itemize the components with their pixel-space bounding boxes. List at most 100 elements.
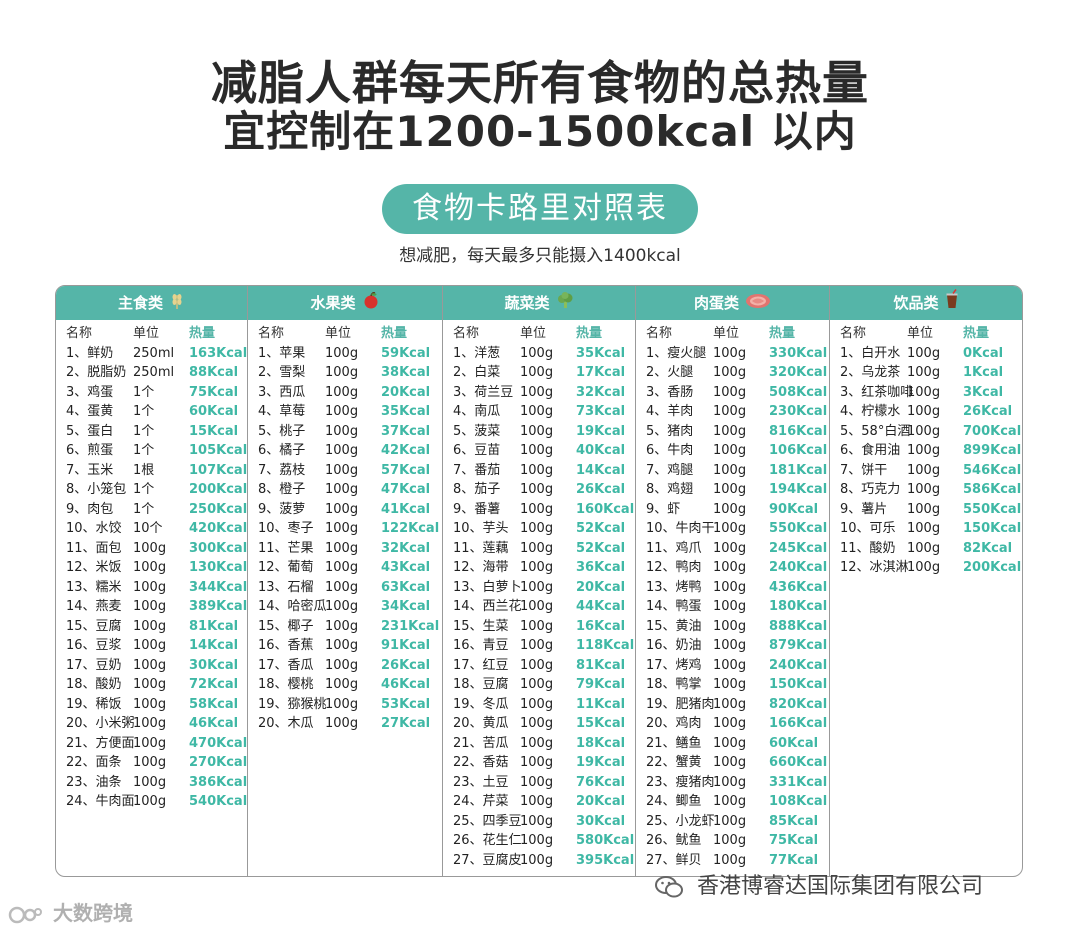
food-row: 17、香瓜 100g 26Kcal	[248, 656, 442, 676]
food-name: 10、牛肉干	[646, 521, 715, 536]
food-name: 2、火腿	[646, 365, 694, 380]
food-unit: 100g	[520, 560, 554, 575]
food-kcal: 107Kcal	[189, 462, 248, 478]
food-row: 1、洋葱 100g 35Kcal	[443, 344, 635, 364]
food-row: 1、鲜奶 250ml 163Kcal	[56, 344, 247, 364]
food-name: 10、水饺	[66, 521, 122, 536]
food-kcal: 3Kcal	[963, 384, 1004, 400]
food-kcal: 52Kcal	[576, 540, 626, 556]
food-kcal: 470Kcal	[189, 735, 248, 751]
food-kcal: 77Kcal	[769, 852, 819, 868]
food-unit: 100g	[907, 521, 941, 536]
food-unit: 10个	[133, 521, 163, 536]
food-name: 17、香瓜	[258, 657, 314, 673]
food-row: 4、草莓 100g 35Kcal	[248, 402, 442, 422]
food-row: 27、豆腐皮 100g 395Kcal	[443, 851, 635, 871]
food-name: 27、豆腐皮	[453, 852, 522, 868]
food-name: 13、白萝卜	[453, 579, 522, 595]
food-name: 16、奶油	[646, 638, 702, 653]
food-name: 6、橘子	[258, 443, 306, 458]
food-kcal: 32Kcal	[576, 384, 626, 400]
food-name: 3、红茶咖啡	[840, 384, 914, 400]
food-unit: 100g	[325, 560, 359, 575]
food-row: 8、巧克力 100g 586Kcal	[830, 480, 1022, 500]
header-name: 名称	[66, 326, 93, 341]
food-kcal: 44Kcal	[576, 599, 626, 614]
food-kcal: 20Kcal	[576, 794, 626, 809]
food-unit: 100g	[133, 579, 167, 595]
food-unit: 100g	[907, 560, 941, 575]
food-kcal: 200Kcal	[189, 482, 248, 497]
food-unit: 100g	[713, 404, 747, 419]
food-row: 6、豆苗 100g 40Kcal	[443, 441, 635, 461]
subtitle: 想减肥，每天最多只能摄入1400kcal	[399, 246, 681, 266]
food-unit: 1个	[133, 443, 155, 458]
food-row: 25、小龙虾 100g 85Kcal	[636, 812, 829, 832]
food-kcal: 26Kcal	[381, 657, 431, 673]
food-row: 8、橙子 100g 47Kcal	[248, 480, 442, 500]
food-unit: 100g	[520, 677, 554, 692]
food-name: 8、茄子	[453, 482, 501, 497]
food-name: 23、土豆	[453, 774, 509, 790]
food-kcal: 420Kcal	[189, 521, 248, 536]
food-kcal: 105Kcal	[189, 443, 248, 458]
food-kcal: 38Kcal	[381, 365, 431, 380]
food-kcal: 106Kcal	[769, 443, 828, 458]
food-unit: 1个	[133, 501, 155, 517]
food-unit: 100g	[520, 813, 554, 829]
food-unit: 100g	[133, 618, 167, 634]
food-name: 1、洋葱	[453, 345, 501, 361]
food-name: 10、枣子	[258, 521, 314, 536]
food-kcal: 82Kcal	[963, 540, 1013, 556]
food-row: 18、豆腐 100g 79Kcal	[443, 675, 635, 695]
food-kcal: 344Kcal	[189, 579, 248, 595]
food-row: 11、鸡爪 100g 245Kcal	[636, 539, 829, 559]
food-name: 4、蛋黄	[66, 404, 114, 419]
food-row: 23、瘦猪肉 100g 331Kcal	[636, 773, 829, 793]
food-row: 9、虾 100g 90Kcal	[636, 500, 829, 520]
food-name: 5、桃子	[258, 423, 306, 439]
food-name: 2、白菜	[453, 365, 501, 380]
food-row: 17、烤鸡 100g 240Kcal	[636, 656, 829, 676]
food-unit: 100g	[133, 657, 167, 673]
category-column: 蔬菜类 名称 单位 热量 1、洋葱 100g 35Kcal 2、白菜 100g 17Kcal 3、荷…	[443, 286, 636, 876]
food-unit: 100g	[325, 716, 359, 731]
food-kcal: 11Kcal	[576, 696, 626, 712]
header-kcal: 热量	[769, 326, 796, 341]
food-kcal: 42Kcal	[381, 443, 431, 458]
food-kcal: 586Kcal	[963, 482, 1022, 497]
food-row: 10、枣子 100g 122Kcal	[248, 519, 442, 539]
food-unit: 100g	[520, 365, 554, 380]
food-unit: 100g	[325, 540, 359, 556]
food-unit: 100g	[325, 618, 359, 634]
headline-line1: 减脂人群每天所有食物的总热量	[211, 56, 869, 110]
category-title-text: 蔬菜类	[504, 294, 550, 312]
category-title: 主食类	[56, 286, 247, 320]
food-name: 2、雪梨	[258, 365, 306, 380]
food-name: 1、白开水	[840, 345, 901, 361]
food-kcal: 58Kcal	[189, 696, 239, 712]
food-name: 6、牛肉	[646, 443, 694, 458]
food-row: 3、西瓜 100g 20Kcal	[248, 383, 442, 403]
food-unit: 100g	[713, 794, 747, 809]
food-name: 16、豆浆	[66, 638, 122, 653]
food-row: 13、石榴 100g 63Kcal	[248, 578, 442, 598]
food-name: 27、鲜贝	[646, 852, 702, 868]
food-row: 15、黄油 100g 888Kcal	[636, 617, 829, 637]
food-unit: 100g	[520, 423, 554, 439]
food-row: 7、荔枝 100g 57Kcal	[248, 461, 442, 481]
food-name: 8、鸡翅	[646, 482, 694, 497]
food-name: 8、巧克力	[840, 482, 901, 497]
apple-icon	[362, 287, 380, 321]
food-unit: 100g	[713, 716, 747, 731]
food-kcal: 57Kcal	[381, 462, 431, 478]
food-kcal: 17Kcal	[576, 365, 626, 380]
food-row: 18、鸭掌 100g 150Kcal	[636, 675, 829, 695]
food-row: 16、香蕉 100g 91Kcal	[248, 636, 442, 656]
food-unit: 100g	[520, 599, 554, 614]
meat-icon	[745, 287, 771, 321]
food-unit: 100g	[907, 345, 941, 361]
food-unit: 100g	[520, 755, 554, 770]
food-name: 7、玉米	[66, 462, 114, 478]
category-title: 饮品类	[830, 286, 1022, 320]
